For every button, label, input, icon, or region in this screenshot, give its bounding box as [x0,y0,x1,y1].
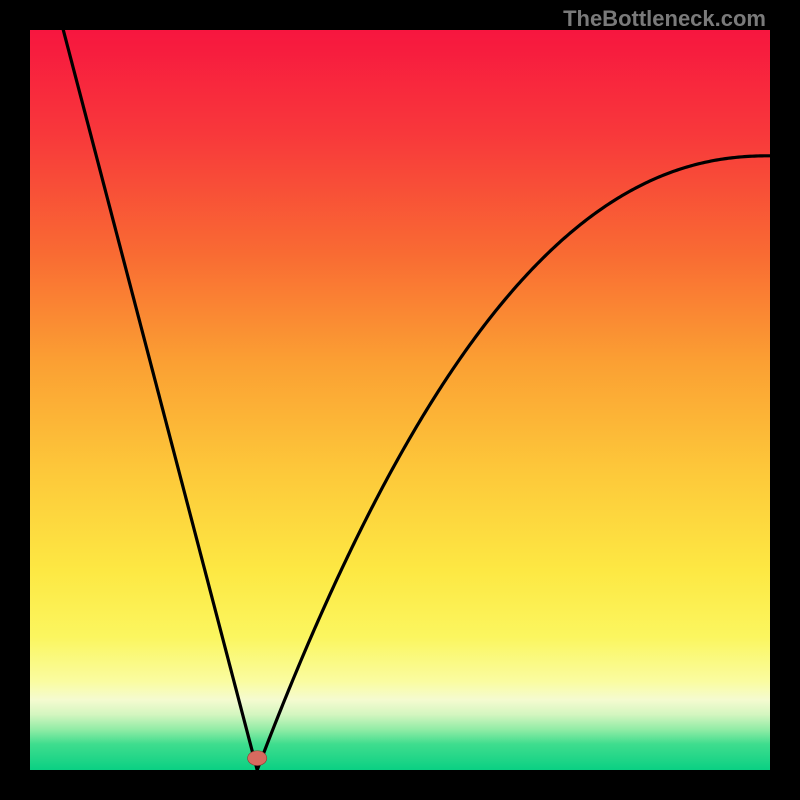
watermark-text: TheBottleneck.com [563,6,766,32]
gradient-background [30,30,770,770]
minimum-marker-icon [248,751,267,766]
plot-svg [30,30,770,770]
plot-area [30,30,770,770]
chart-stage: TheBottleneck.com [0,0,800,800]
